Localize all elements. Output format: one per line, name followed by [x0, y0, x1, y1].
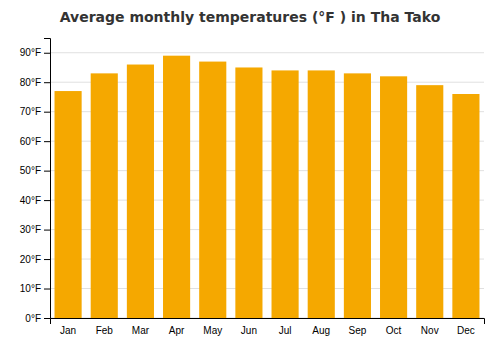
- tick-label: Oct: [386, 325, 402, 336]
- tick-mark: [44, 259, 50, 260]
- tick-mark: [44, 53, 50, 54]
- bar: [452, 94, 479, 318]
- grid-line: [50, 52, 484, 53]
- x-tick: Dec: [457, 325, 475, 336]
- tick-label: Jul: [279, 325, 292, 336]
- bar: [127, 65, 154, 318]
- y-axis: 0°F 10°F 20°F 30°F 40°F 50°F 60°F 70°F 80°F 90°F: [20, 39, 51, 324]
- tick-label: May: [203, 325, 222, 336]
- y-tick: 20°F: [20, 254, 50, 265]
- x-tick: Oct: [386, 325, 402, 336]
- tick-mark: [44, 318, 50, 319]
- x-axis: Jan Feb Mar Apr May Jun Jul Aug Sep Oct Nov Dec: [51, 319, 485, 337]
- plot: 0°F 10°F 20°F 30°F 40°F 50°F 60°F 70°F 80°F 90°F J…: [20, 39, 485, 337]
- y-tick: 50°F: [20, 165, 50, 176]
- tick-label: Aug: [312, 325, 330, 336]
- tick-mark: [44, 112, 50, 113]
- tick-mark: [44, 230, 50, 231]
- tick-label: 60°F: [20, 136, 41, 147]
- tick-label: Jun: [241, 325, 257, 336]
- y-tick: 10°F: [20, 283, 50, 294]
- grid: [50, 53, 484, 318]
- bar: [380, 76, 407, 318]
- bar: [308, 70, 335, 318]
- y-tick: 60°F: [20, 136, 50, 147]
- bar: [163, 56, 190, 318]
- tick-mark: [44, 200, 50, 201]
- tick-label: 0°F: [25, 313, 41, 324]
- tick-mark: [44, 82, 50, 83]
- x-tick: Mar: [132, 325, 150, 336]
- bar: [91, 73, 118, 318]
- y-tick: 40°F: [20, 195, 50, 206]
- tick-label: Mar: [132, 325, 150, 336]
- tick-label: 90°F: [20, 47, 41, 58]
- tick-mark: [44, 289, 50, 290]
- bar: [272, 70, 299, 318]
- x-tick: May: [203, 325, 222, 336]
- y-tick: 90°F: [20, 47, 50, 58]
- x-tick: Jan: [60, 325, 76, 336]
- y-tick: 30°F: [20, 224, 50, 235]
- tick-label: 30°F: [20, 224, 41, 235]
- bar: [344, 73, 371, 318]
- bars: [55, 56, 480, 318]
- title: Average monthly temperatures (°F ) in Th…: [60, 9, 441, 25]
- y-tick: 0°F: [25, 313, 50, 324]
- tick-mark: [44, 141, 50, 142]
- tick-label: 10°F: [20, 283, 41, 294]
- tick-label: Apr: [169, 325, 185, 336]
- bar: [416, 85, 443, 318]
- x-tick: Nov: [421, 325, 439, 336]
- tick-label: Sep: [349, 325, 367, 336]
- bar: [55, 91, 82, 318]
- tick-label: 40°F: [20, 195, 41, 206]
- y-tick: 80°F: [20, 77, 50, 88]
- tick-label: 80°F: [20, 77, 41, 88]
- chart: 0°F 10°F 20°F 30°F 40°F 50°F 60°F 70°F 80°F 90°F J…: [0, 0, 500, 350]
- tick-label: Nov: [421, 325, 439, 336]
- x-tick: Aug: [312, 325, 330, 336]
- tick-label: 20°F: [20, 254, 41, 265]
- bar: [199, 62, 226, 318]
- tick-label: 50°F: [20, 165, 41, 176]
- x-tick: Jul: [279, 325, 292, 336]
- x-tick: Sep: [349, 325, 367, 336]
- tick-label: Feb: [96, 325, 114, 336]
- tick-label: 70°F: [20, 106, 41, 117]
- tick-mark: [44, 171, 50, 172]
- x-tick: Feb: [96, 325, 114, 336]
- axis-line: [44, 39, 51, 319]
- x-tick: Apr: [169, 325, 185, 336]
- tick-label: Jan: [60, 325, 76, 336]
- axis-line: [51, 319, 485, 325]
- tick-label: Dec: [457, 325, 475, 336]
- x-tick: Jun: [241, 325, 257, 336]
- bar: [235, 67, 262, 318]
- y-tick: 70°F: [20, 106, 50, 117]
